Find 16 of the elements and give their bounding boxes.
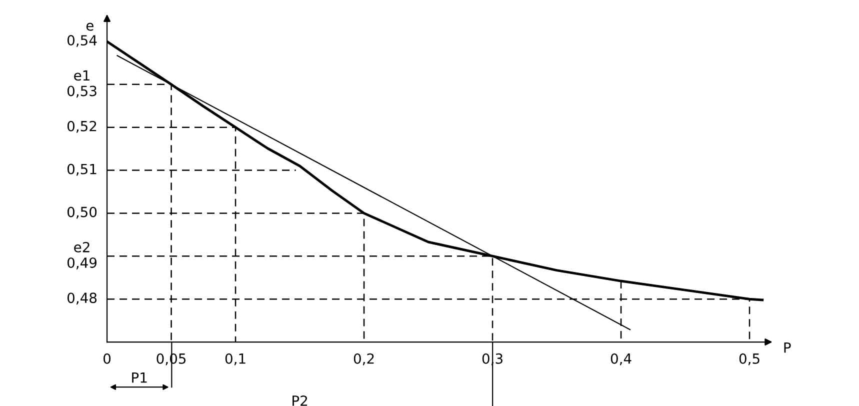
text: P1 <box>132 372 147 383</box>
x-tick-label: 0,4 <box>610 353 632 366</box>
x-tick-label: 0,5 <box>739 353 760 366</box>
y-tick-label: e1 0,53 <box>67 70 96 98</box>
x-tick-label: 0,1 <box>225 353 246 366</box>
y-tick-label: 0,52 <box>67 120 96 133</box>
text: P2 <box>292 395 308 406</box>
x-tick-label: 0,2 <box>354 353 374 366</box>
y-axis-title: e <box>86 22 94 31</box>
y-tick-label: e2 0,49 <box>67 242 97 270</box>
x-tick-label: 0 <box>104 353 111 364</box>
y-tick-label: 0,50 <box>67 206 97 219</box>
x-axis-title: P <box>784 342 791 353</box>
y-tick-label: 0,48 <box>67 292 97 305</box>
y-tick-label: 0,54 <box>67 35 97 47</box>
y-tick-label: 0,51 <box>67 164 96 176</box>
